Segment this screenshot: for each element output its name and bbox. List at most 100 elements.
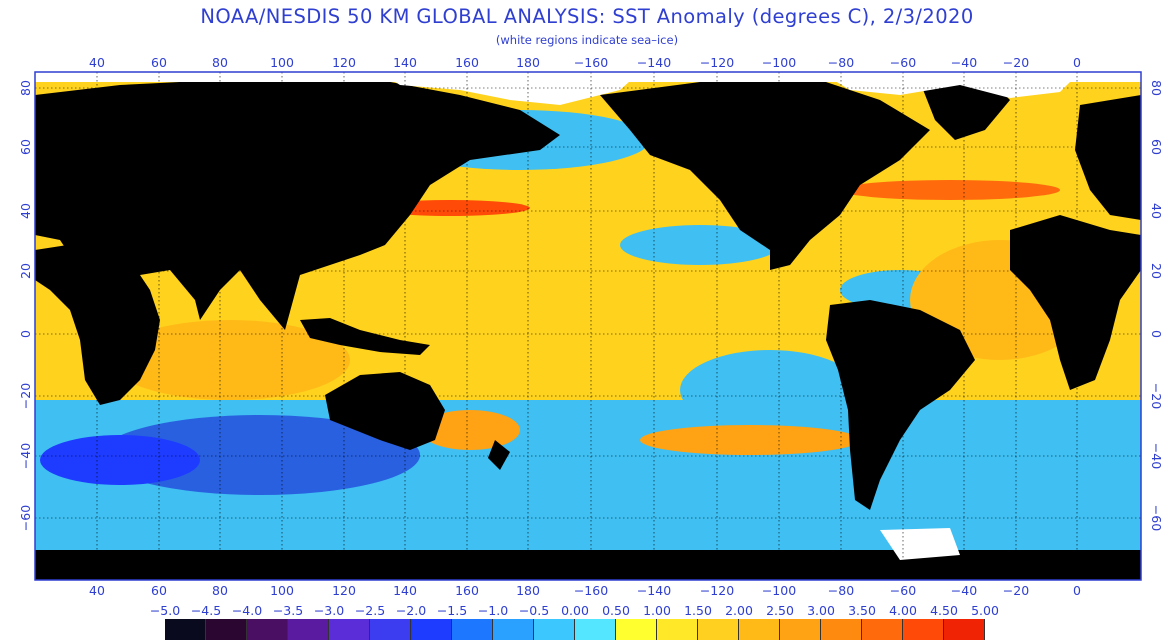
lon-label-top: −40 (951, 55, 977, 70)
lat-label-left: 20 (18, 263, 33, 279)
lon-label-top: 140 (393, 55, 417, 70)
lat-label-right: −60 (1149, 505, 1164, 531)
land-eurasia (35, 78, 560, 330)
lon-label-top: 40 (89, 55, 105, 70)
colorbar-label: 0.50 (602, 603, 630, 618)
land (35, 78, 1141, 580)
lat-label-right: 20 (1149, 263, 1164, 279)
colorbar-swatch (698, 619, 739, 640)
colorbar-swatch (329, 619, 370, 640)
lon-label-bottom: 100 (270, 583, 294, 598)
land-north-america (600, 80, 930, 270)
colorbar-swatch (616, 619, 657, 640)
colorbar-label: −3.0 (313, 603, 345, 618)
lon-label-top: −80 (828, 55, 854, 70)
lon-label-bottom: 120 (332, 583, 356, 598)
lat-label-left: −60 (18, 505, 33, 531)
colorbar-swatch (821, 619, 862, 640)
lon-label-top: −60 (890, 55, 916, 70)
colorbar-label: −1.5 (436, 603, 468, 618)
lat-label-left: 60 (18, 139, 33, 155)
lat-label-right: 60 (1149, 139, 1164, 155)
colorbar-label: −3.5 (272, 603, 304, 618)
land-indonesia (300, 318, 430, 355)
axis-labels: 40 40 60 60 80 80 100 100 120 120 140 140 160 160 180 1… (18, 55, 1164, 598)
lat-label-right: −40 (1149, 443, 1164, 469)
colorbar-label: 4.50 (930, 603, 958, 618)
colorbar-swatch (780, 619, 821, 640)
lon-label-bottom: −60 (890, 583, 916, 598)
colorbar-label: −2.5 (354, 603, 386, 618)
lon-label-top: −20 (1003, 55, 1029, 70)
lon-label-top: 160 (455, 55, 479, 70)
colorbar-label: 0.00 (561, 603, 589, 618)
lon-label-top: 0 (1073, 55, 1081, 70)
lon-label-bottom: −140 (637, 583, 671, 598)
colorbar-swatch (206, 619, 247, 640)
lat-label-left: −20 (18, 383, 33, 409)
map-title: NOAA/NESDIS 50 KM GLOBAL ANALYSIS: SST A… (200, 5, 974, 28)
lon-label-bottom: 160 (455, 583, 479, 598)
colorbar-label: 3.00 (807, 603, 835, 618)
colorbar-label: −4.5 (190, 603, 222, 618)
colorbar-label: −4.0 (231, 603, 263, 618)
lat-label-left: 80 (18, 80, 33, 96)
colorbar-swatch (370, 619, 411, 640)
lon-label-top: −160 (574, 55, 608, 70)
colorbar-label: 5.00 (971, 603, 999, 618)
lon-label-bottom: 140 (393, 583, 417, 598)
lon-label-bottom: −160 (574, 583, 608, 598)
colorbar-label: 1.00 (643, 603, 671, 618)
colorbar-swatch (739, 619, 780, 640)
map-subtitle: (white regions indicate sea–ice) (495, 33, 679, 47)
sea-ice (35, 72, 1141, 560)
lon-label-bottom: −80 (828, 583, 854, 598)
antarctic-ice (880, 528, 960, 560)
map-frame (34, 71, 1142, 581)
lon-label-top: 120 (332, 55, 356, 70)
lon-label-bottom: −20 (1003, 583, 1029, 598)
graticule (35, 72, 1141, 580)
colorbar-label: −0.5 (518, 603, 550, 618)
lon-label-top: −140 (637, 55, 671, 70)
colorbar-label: 2.00 (725, 603, 753, 618)
lon-label-bottom: 60 (151, 583, 167, 598)
colorbar-label: 4.00 (889, 603, 917, 618)
lon-label-bottom: 0 (1073, 583, 1081, 598)
lon-label-top: 60 (151, 55, 167, 70)
colorbar-swatch (534, 619, 575, 640)
colorbar-swatch (903, 619, 944, 640)
lon-label-top: 100 (270, 55, 294, 70)
land-south-america (826, 300, 975, 510)
colorbar-label: −1.0 (477, 603, 509, 618)
lat-label-left: −40 (18, 443, 33, 469)
colorbar-swatch (657, 619, 698, 640)
lon-label-bottom: −120 (700, 583, 734, 598)
lat-label-right: 0 (1149, 330, 1164, 338)
colorbar-label: −5.0 (149, 603, 181, 618)
land-new-zealand (488, 440, 510, 470)
lon-label-bottom: 180 (516, 583, 540, 598)
lat-label-left: 40 (18, 203, 33, 219)
lat-label-right: 40 (1149, 203, 1164, 219)
colorbar-label: 2.50 (766, 603, 794, 618)
lon-label-top: 80 (212, 55, 228, 70)
colorbar-swatch (411, 619, 452, 640)
lon-label-top: −100 (762, 55, 796, 70)
lat-label-right: 80 (1149, 80, 1164, 96)
colorbar-swatch (944, 619, 985, 640)
land-greenland (920, 80, 1010, 140)
land-west-africa (1010, 215, 1141, 390)
colorbar-swatch (493, 619, 534, 640)
lon-label-top: 180 (516, 55, 540, 70)
colorbar-swatch (288, 619, 329, 640)
lon-label-bottom: 80 (212, 583, 228, 598)
lon-label-bottom: 40 (89, 583, 105, 598)
lat-label-left: 0 (18, 330, 33, 338)
colorbar-label: 1.50 (684, 603, 712, 618)
land-antarctica (35, 550, 1141, 580)
lon-label-bottom: −100 (762, 583, 796, 598)
colorbar-swatch (247, 619, 288, 640)
colorbar-swatch (165, 619, 206, 640)
colorbar-label: 3.50 (848, 603, 876, 618)
